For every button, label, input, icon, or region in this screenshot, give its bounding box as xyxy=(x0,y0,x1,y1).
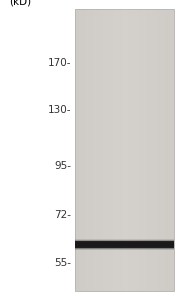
Bar xyxy=(82,9,83,291)
Bar xyxy=(129,9,131,291)
Bar xyxy=(161,9,162,291)
Bar xyxy=(137,9,139,291)
Bar xyxy=(103,9,105,291)
Bar xyxy=(169,9,170,291)
Text: 170-: 170- xyxy=(48,58,72,68)
Bar xyxy=(113,9,115,291)
Bar xyxy=(134,9,136,291)
Text: 130-: 130- xyxy=(48,105,72,115)
Bar xyxy=(152,9,154,291)
Bar xyxy=(100,9,101,291)
Bar xyxy=(98,9,100,291)
Bar xyxy=(149,9,151,291)
Bar xyxy=(75,239,174,247)
Bar xyxy=(131,9,133,291)
Bar xyxy=(172,9,174,291)
Bar xyxy=(85,9,87,291)
Bar xyxy=(170,9,172,291)
Bar xyxy=(141,9,142,291)
Bar xyxy=(151,9,152,291)
Bar xyxy=(121,9,123,291)
Bar xyxy=(87,9,88,291)
Bar xyxy=(106,9,108,291)
Bar xyxy=(142,9,144,291)
Text: 95-: 95- xyxy=(55,161,72,171)
Bar xyxy=(116,9,118,291)
Bar xyxy=(88,9,90,291)
Bar xyxy=(156,9,157,291)
Bar xyxy=(123,9,124,291)
Bar xyxy=(75,243,174,250)
Bar xyxy=(164,9,165,291)
Text: 72-: 72- xyxy=(55,210,72,220)
Text: (kD): (kD) xyxy=(9,0,31,6)
Bar xyxy=(92,9,93,291)
Bar xyxy=(80,9,82,291)
Bar xyxy=(108,9,110,291)
Bar xyxy=(93,9,95,291)
Bar xyxy=(75,9,77,291)
Bar xyxy=(157,9,159,291)
Bar xyxy=(159,9,161,291)
Bar xyxy=(128,9,129,291)
Bar xyxy=(146,9,147,291)
Bar xyxy=(167,9,169,291)
Bar xyxy=(136,9,137,291)
Bar xyxy=(118,9,120,291)
Bar xyxy=(78,9,80,291)
Bar xyxy=(154,9,156,291)
Bar xyxy=(165,9,167,291)
Bar xyxy=(90,9,92,291)
Bar xyxy=(77,9,78,291)
Bar xyxy=(111,9,113,291)
Bar xyxy=(133,9,134,291)
Bar xyxy=(126,9,128,291)
Bar xyxy=(75,240,174,247)
Text: HuvEc: HuvEc xyxy=(108,0,141,2)
Bar xyxy=(139,9,141,291)
Bar xyxy=(75,241,174,248)
Bar xyxy=(120,9,121,291)
Bar xyxy=(105,9,106,291)
Bar xyxy=(75,242,174,249)
Bar xyxy=(124,9,126,291)
Bar xyxy=(162,9,164,291)
Bar xyxy=(115,9,116,291)
Bar xyxy=(95,9,96,291)
Bar xyxy=(83,9,85,291)
Bar xyxy=(75,9,174,291)
Bar xyxy=(147,9,149,291)
Bar xyxy=(144,9,146,291)
Bar xyxy=(101,9,103,291)
Text: 55-: 55- xyxy=(55,258,72,268)
Bar xyxy=(96,9,98,291)
Bar xyxy=(110,9,111,291)
